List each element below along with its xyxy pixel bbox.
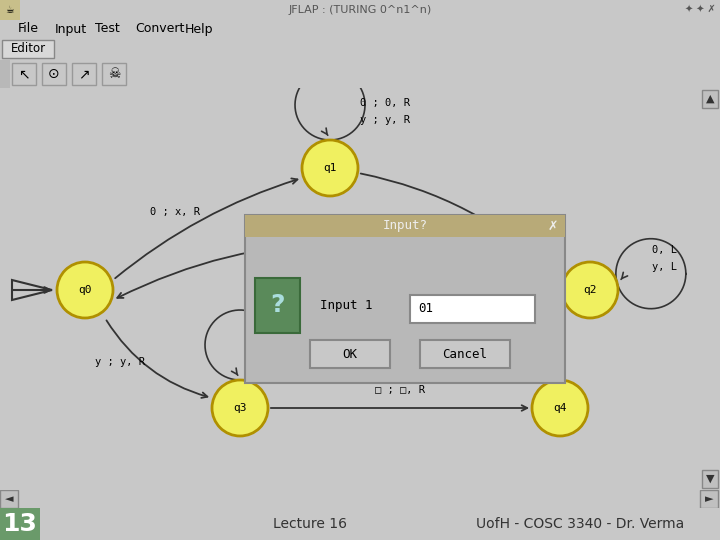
Bar xyxy=(410,295,535,323)
Text: q2: q2 xyxy=(583,285,597,295)
Bar xyxy=(0,60,10,88)
FancyBboxPatch shape xyxy=(2,40,54,58)
Text: q3: q3 xyxy=(233,403,247,413)
Text: ⊙: ⊙ xyxy=(48,67,60,81)
Text: Input?: Input? xyxy=(382,219,428,233)
Text: 13: 13 xyxy=(3,512,37,536)
Text: Help: Help xyxy=(185,23,214,36)
Circle shape xyxy=(532,380,588,436)
Text: Cancel: Cancel xyxy=(443,348,487,361)
Text: ▼: ▼ xyxy=(706,474,714,484)
Text: Editor: Editor xyxy=(10,43,45,56)
Bar xyxy=(702,90,718,108)
Text: ↖: ↖ xyxy=(18,67,30,81)
Text: OK: OK xyxy=(343,348,358,361)
Text: ↗: ↗ xyxy=(78,67,90,81)
Text: q4: q4 xyxy=(553,403,567,413)
Bar xyxy=(255,278,300,333)
Text: ✦ ✦ ✗: ✦ ✦ ✗ xyxy=(685,5,715,15)
Text: ▲: ▲ xyxy=(706,94,714,104)
Text: ☠: ☠ xyxy=(108,67,120,81)
Text: Lecture 16: Lecture 16 xyxy=(273,517,347,531)
Circle shape xyxy=(302,140,358,196)
Text: Input 1: Input 1 xyxy=(320,299,372,312)
Bar xyxy=(0,0,20,20)
Text: ►: ► xyxy=(705,494,714,504)
Bar xyxy=(702,470,718,488)
Text: y ; y, R: y ; y, R xyxy=(95,357,145,367)
Text: y ; y, R: y ; y, R xyxy=(360,115,410,125)
Bar xyxy=(700,490,718,508)
Text: ?: ? xyxy=(270,294,284,318)
Text: q1: q1 xyxy=(323,163,337,173)
Circle shape xyxy=(57,262,113,318)
Text: JFLAP : (TURING 0^n1^n): JFLAP : (TURING 0^n1^n) xyxy=(289,5,431,15)
Text: y, L: y, L xyxy=(652,262,678,272)
Bar xyxy=(245,215,565,383)
FancyBboxPatch shape xyxy=(102,63,126,85)
Text: □ ; □, R: □ ; □, R xyxy=(375,385,425,395)
Text: y ; y, R: y ; y, R xyxy=(265,338,315,348)
FancyBboxPatch shape xyxy=(12,63,36,85)
Text: UofH - COSC 3340 - Dr. Verma: UofH - COSC 3340 - Dr. Verma xyxy=(476,517,684,531)
Text: ✗: ✗ xyxy=(548,219,558,233)
Bar xyxy=(0,508,40,540)
Text: Input: Input xyxy=(55,23,87,36)
Text: ☕: ☕ xyxy=(6,5,14,15)
FancyBboxPatch shape xyxy=(72,63,96,85)
Bar xyxy=(310,340,390,368)
Text: Test: Test xyxy=(95,23,120,36)
Text: 0 ; 0, R: 0 ; 0, R xyxy=(360,98,410,108)
Text: 01: 01 xyxy=(418,302,433,315)
Circle shape xyxy=(212,380,268,436)
Circle shape xyxy=(562,262,618,318)
Text: Convert: Convert xyxy=(135,23,184,36)
Bar xyxy=(420,340,510,368)
Text: 0, L: 0, L xyxy=(652,245,678,255)
Text: ◄: ◄ xyxy=(5,494,13,504)
Text: 0 ; x, R: 0 ; x, R xyxy=(150,207,200,217)
Text: File: File xyxy=(18,23,39,36)
Bar xyxy=(0,490,18,508)
FancyBboxPatch shape xyxy=(42,63,66,85)
Text: q0: q0 xyxy=(78,285,91,295)
Bar xyxy=(245,215,565,237)
